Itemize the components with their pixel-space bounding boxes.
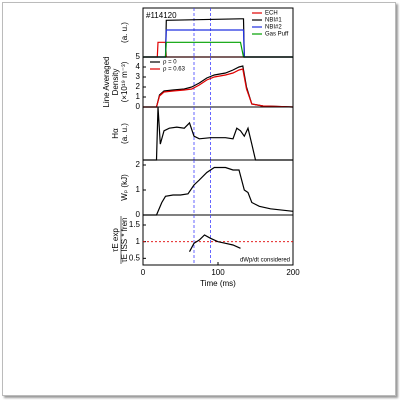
legend-label: ECH — [265, 11, 278, 17]
y-tick-label: 1.5 — [129, 220, 141, 229]
annotation: #114120 — [146, 11, 177, 20]
legend-label: NBI#2 — [265, 25, 282, 31]
y-axis-label: (a. u.) — [120, 123, 129, 144]
x-axis-label: Time (ms) — [200, 279, 236, 288]
y-tick-label: 0 — [136, 102, 141, 111]
data-line — [143, 166, 294, 216]
panel-frame — [142, 106, 294, 161]
y-axis-label: τE ISS * fren — [120, 218, 129, 263]
y-axis-label: Wₚ (kJ) — [120, 174, 129, 201]
y-tick-label: 2 — [136, 160, 141, 169]
y-tick-label: 3 — [136, 72, 141, 81]
legend-label: Gas Puff — [265, 32, 289, 38]
x-tick-label: 0 — [141, 268, 146, 277]
y-axis-label: (a. u.) — [120, 22, 129, 43]
panel-frame — [142, 159, 294, 216]
y-tick-label: 2 — [136, 82, 141, 91]
y-axis-label: (×10¹⁹ m⁻³) — [120, 61, 129, 102]
y-axis-label: Hα — [111, 128, 120, 139]
y-tick-label: 1 — [136, 92, 141, 101]
data-line — [188, 234, 241, 252]
legend-label: NBI#1 — [265, 18, 282, 24]
y-tick-label: 1 — [136, 185, 141, 194]
legend-label: ρ = 0 — [163, 60, 177, 66]
y-tick-label: 0 — [136, 210, 141, 219]
y-axis-label: Density — [111, 69, 120, 96]
y-axis-label: τE exp — [111, 228, 120, 252]
annotation: dWp/dt considered — [240, 258, 290, 264]
y-tick-label: 1 — [136, 237, 141, 246]
data-line — [143, 106, 293, 161]
legend-label: ρ = 0.63 — [163, 67, 186, 73]
y-axis-label: Line Averaged — [102, 56, 111, 107]
y-tick-label: 0.5 — [129, 253, 141, 262]
data-line — [143, 68, 294, 108]
x-tick-label: 200 — [286, 268, 300, 277]
page-frame — [2, 2, 396, 396]
x-tick-label: 100 — [211, 268, 225, 277]
y-tick-label: 4 — [136, 62, 141, 71]
y-tick-label: 5 — [136, 52, 141, 61]
